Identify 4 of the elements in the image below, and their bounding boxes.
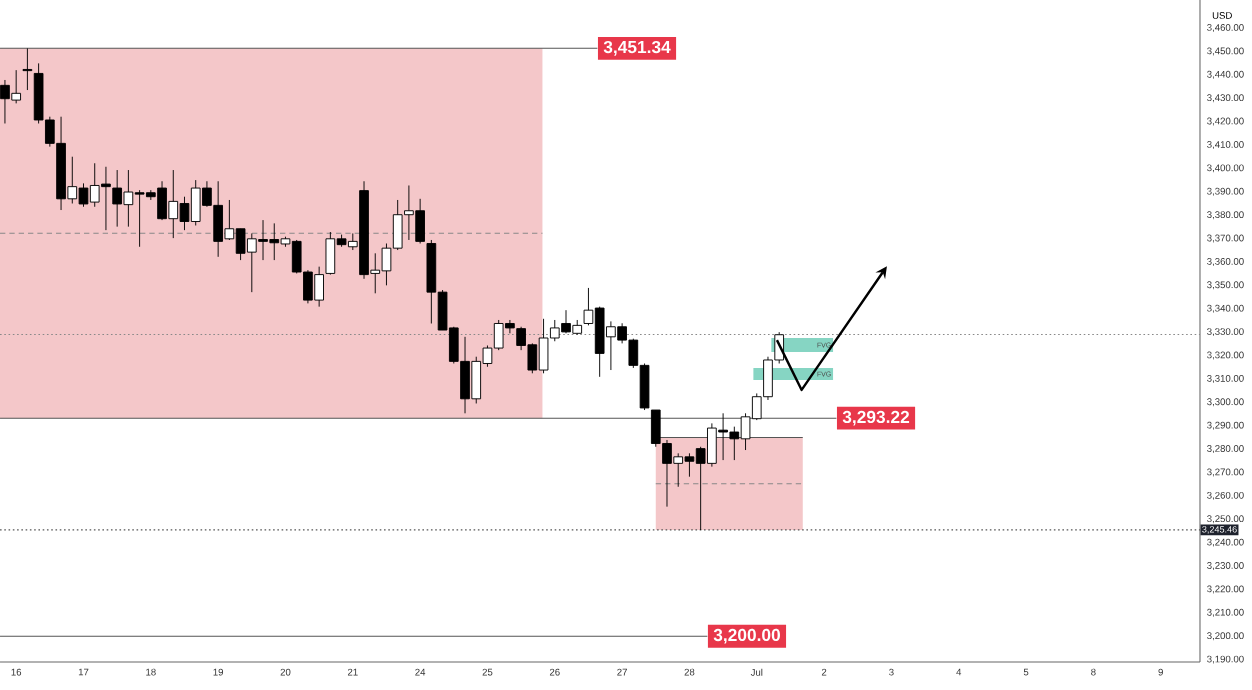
candlestick bbox=[22, 47, 33, 91]
ref-line-label: 3,451.34 bbox=[603, 40, 671, 56]
ref-line-label: 3,200.00 bbox=[713, 628, 780, 644]
ref-line-label: 3,293.22 bbox=[842, 410, 910, 426]
